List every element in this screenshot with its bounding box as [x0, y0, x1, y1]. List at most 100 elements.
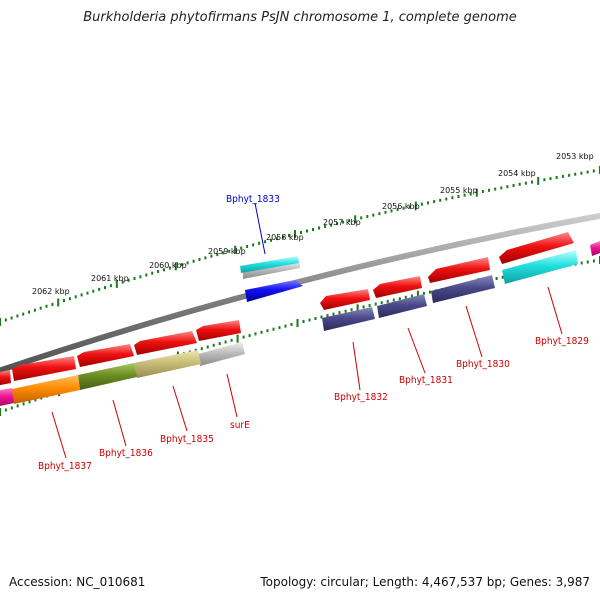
inner-minor-tick: [398, 297, 401, 301]
inner-minor-tick: [308, 318, 311, 322]
outer-minor-tick: [204, 256, 207, 260]
kbp-tick-labels: 2053 kbp 2054 kbp 2055 kbp 2056 kbp 2057 kbp…: [32, 152, 594, 296]
outer-minor-tick: [163, 268, 165, 272]
inner-minor-tick: [242, 335, 245, 339]
gene-arrow-red-3[interactable]: [134, 331, 197, 355]
inner-minor-tick: [332, 312, 335, 316]
gene-arrow-edge-magenta[interactable]: [590, 241, 600, 256]
gene-arrow-bphyt-1835[interactable]: [134, 350, 201, 378]
inner-minor-tick: [592, 259, 595, 263]
outer-minor-tick: [420, 202, 423, 206]
inner-minor-tick: [4, 408, 7, 412]
inner-minor-tick: [278, 326, 281, 330]
leader-bphyt-1835: [172, 385, 188, 432]
inner-minor-tick: [350, 308, 353, 312]
outer-major-tick: [0, 318, 1, 326]
gene-arrow-left-magenta[interactable]: [0, 388, 14, 407]
gene-arrow-bphyt-1836[interactable]: [78, 363, 137, 390]
outer-minor-tick: [463, 193, 466, 197]
gene-arrow-navy-1831[interactable]: [377, 294, 427, 318]
outer-minor-tick: [186, 261, 189, 265]
gene-labels: Bphyt_1829 Bphyt_1830 Bphyt_1831 Bphyt_1…: [38, 194, 589, 472]
outer-minor-tick: [439, 198, 442, 202]
outer-minor-tick: [592, 169, 595, 173]
inner-minor-tick: [212, 343, 215, 347]
gene-arrow-sure[interactable]: [198, 342, 245, 366]
kbp-label-0: 2053 kbp: [556, 152, 594, 161]
chromosome-backbone: [0, 212, 600, 374]
label-bphyt-1829[interactable]: Bphyt_1829: [535, 336, 589, 347]
outer-minor-tick: [109, 284, 112, 288]
label-sure[interactable]: surE: [230, 420, 250, 431]
outer-minor-tick: [561, 174, 564, 178]
gene-arrow-navy-1832[interactable]: [322, 307, 375, 331]
outer-minor-tick: [390, 209, 393, 213]
kbp-label-4: 2057 kbp: [323, 218, 361, 227]
gene-arrow-navy-1830[interactable]: [431, 275, 495, 303]
backbone-left-genes: [0, 320, 241, 386]
outer-minor-tick: [568, 173, 571, 177]
gene-arrow-bphyt-1837[interactable]: [12, 375, 80, 404]
outer-minor-tick: [300, 231, 302, 234]
outer-minor-tick: [445, 197, 448, 201]
outer-minor-tick: [324, 225, 327, 228]
label-bphyt-1831[interactable]: Bphyt_1831: [399, 375, 453, 386]
inner-minor-tick: [272, 327, 275, 331]
outer-minor-tick: [264, 240, 267, 244]
outer-minor-tick: [33, 308, 36, 312]
label-bphyt-1832[interactable]: Bphyt_1832: [334, 392, 388, 403]
outer-minor-tick: [488, 188, 490, 192]
outer-minor-tick: [384, 210, 387, 214]
outer-minor-tick: [336, 222, 339, 226]
outer-minor-tick: [222, 251, 225, 255]
outer-minor-tick: [574, 172, 577, 176]
outer-major-tick: [174, 262, 177, 271]
inner-minor-tick: [368, 304, 371, 307]
outer-minor-tick: [145, 273, 148, 277]
gene-arrow-bphyt-1831[interactable]: [373, 276, 422, 298]
gene-arrow-cyan-1829[interactable]: [502, 250, 578, 284]
outer-minor-tick: [86, 291, 89, 295]
label-bphyt-1833[interactable]: Bphyt_1833: [226, 194, 280, 205]
gene-arrow-red-2[interactable]: [77, 344, 134, 367]
reverse-strand-genes: [0, 250, 578, 407]
outer-major-tick: [537, 176, 540, 185]
inner-minor-tick: [404, 295, 407, 299]
inner-minor-tick: [230, 338, 233, 342]
outer-minor-tick: [433, 200, 436, 204]
inner-minor-tick: [16, 404, 19, 408]
label-bphyt-1835[interactable]: Bphyt_1835: [160, 434, 214, 445]
inner-minor-tick: [266, 329, 269, 333]
gene-arrow-bphyt-1832[interactable]: [320, 289, 370, 310]
outer-minor-tick: [524, 181, 527, 185]
label-bphyt-1836[interactable]: Bphyt_1836: [99, 448, 153, 459]
outer-minor-tick: [246, 245, 249, 248]
inner-minor-tick: [320, 315, 323, 319]
gene-arrow-red-4[interactable]: [196, 320, 241, 341]
outer-minor-tick: [151, 271, 154, 275]
label-bphyt-1830[interactable]: Bphyt_1830: [456, 359, 510, 370]
kbp-label-7: 2060 kbp: [149, 261, 187, 270]
leader-bphyt-1836: [112, 399, 127, 447]
outer-minor-tick: [16, 314, 19, 318]
gene-arrow-red-1[interactable]: [12, 356, 76, 381]
outer-major-tick: [414, 201, 417, 210]
gene-arrow-grey-small[interactable]: [243, 261, 300, 279]
outer-minor-tick: [168, 266, 171, 270]
outer-major-tick: [354, 215, 357, 224]
leader-bphyt-1830: [465, 305, 483, 358]
outer-minor-tick: [348, 219, 351, 223]
outer-minor-tick: [276, 237, 278, 241]
gene-arrow-left-edge-red[interactable]: [0, 370, 11, 386]
gene-arrow-bphyt-1833-blue[interactable]: [245, 280, 303, 302]
gene-arrow-bphyt-1833-cyan[interactable]: [240, 256, 299, 273]
outer-minor-tick: [210, 254, 213, 258]
kbp-label-1: 2054 kbp: [498, 169, 536, 178]
outer-minor-tick: [45, 304, 48, 308]
gene-arrow-bphyt-1830[interactable]: [428, 257, 490, 283]
label-bphyt-1837[interactable]: Bphyt_1837: [38, 461, 92, 472]
outer-minor-tick: [157, 270, 160, 273]
inner-minor-tick: [34, 398, 37, 402]
gene-arrow-bphyt-1829[interactable]: [499, 232, 574, 264]
outer-minor-tick: [92, 289, 95, 293]
